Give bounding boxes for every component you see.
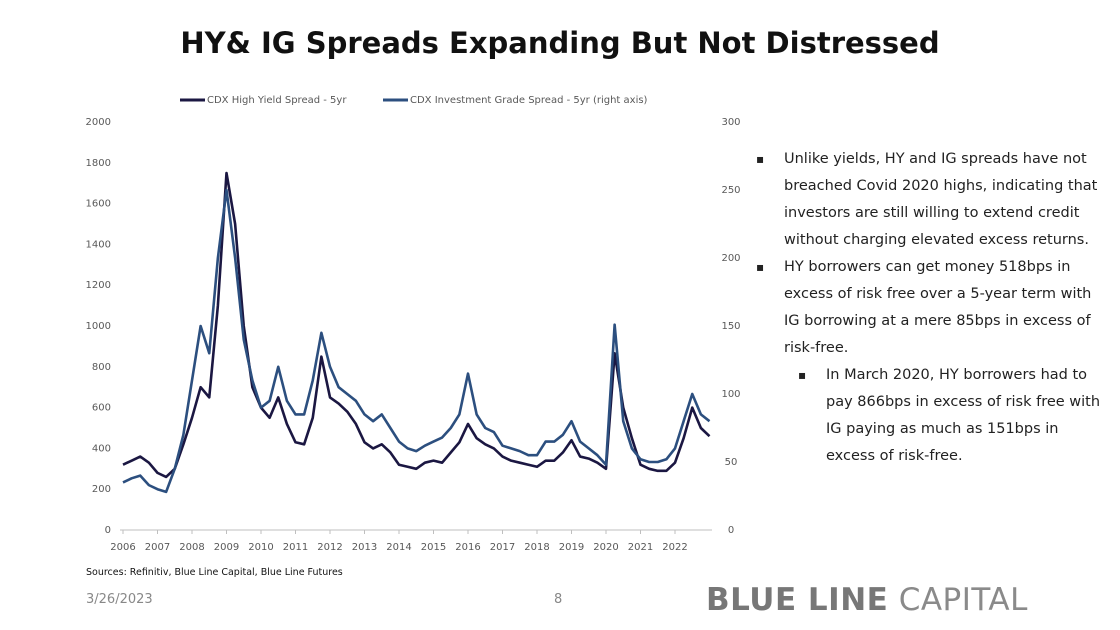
y2-tick-label: 100 [721,389,740,400]
x-tick-label: 2006 [110,542,135,553]
slide-title: HY& IG Spreads Expanding But Not Distres… [180,26,940,60]
x-tick-label: 2022 [662,542,687,553]
y-tick-label: 1800 [86,158,111,169]
date: 3/26/2023 [86,592,153,607]
y-tick-label: 1600 [86,199,111,210]
y2-tick-label: 250 [721,185,740,196]
logo-bold: BLUE LINE [706,582,889,618]
y-tick-label: 1200 [86,280,111,291]
y-tick-label: 800 [92,362,111,373]
chart: 0 200 400 600 800 1000 1200 1400 1600 1800 2000 0 50… [86,95,741,553]
y-tick-label: 1400 [86,239,111,250]
x-tick-label: 2015 [421,542,446,553]
legend-label: CDX High Yield Spread - 5yr [207,95,347,106]
logo: BLUE LINE CAPITAL [706,582,1028,618]
x-tick-label: 2016 [455,542,480,553]
legend-label: CDX Investment Grade Spread - 5yr (right… [410,95,648,106]
bullet-list: Unlike yields, HY and IG spreads have no… [756,146,1101,470]
x-tick-label: 2011 [283,542,308,553]
y-tick-label: 400 [92,443,111,454]
y2-tick-label: 50 [725,457,738,468]
x-tick-label: 2008 [179,542,204,553]
x-tick-label: 2014 [386,542,411,553]
y-tick-label: 200 [92,484,111,495]
logo-light: CAPITAL [898,582,1028,618]
x-tick-label: 2012 [317,542,342,553]
y2-tick-label: 300 [721,117,740,128]
x-tick-label: 2007 [145,542,170,553]
x-tick-label: 2020 [593,542,618,553]
y-tick-label: 2000 [86,117,111,128]
x-tick-label: 2009 [214,542,239,553]
y-tick-label: 0 [105,525,111,536]
y-tick-label: 600 [92,403,111,414]
y2-tick-label: 150 [721,321,740,332]
x-tick-label: 2018 [524,542,549,553]
y-tick-label: 1000 [86,321,111,332]
bullet: Unlike yields, HY and IG spreads have no… [756,146,1101,254]
x-tick-label: 2010 [248,542,273,553]
x-tick-label: 2019 [559,542,584,553]
y2-tick-label: 200 [721,253,740,264]
x-tick-label: 2017 [490,542,515,553]
page-number: 8 [554,592,563,607]
y2-tick-label: 0 [728,525,734,536]
series-line [122,188,711,494]
x-tick-label: 2013 [352,542,377,553]
x-tick-label: 2021 [628,542,653,553]
sub-bullet: In March 2020, HY borrowers had to pay 8… [798,362,1101,470]
sources: Sources: Refinitiv, Blue Line Capital, B… [86,567,343,578]
bullet: HY borrowers can get money 518bps in exc… [756,254,1101,362]
